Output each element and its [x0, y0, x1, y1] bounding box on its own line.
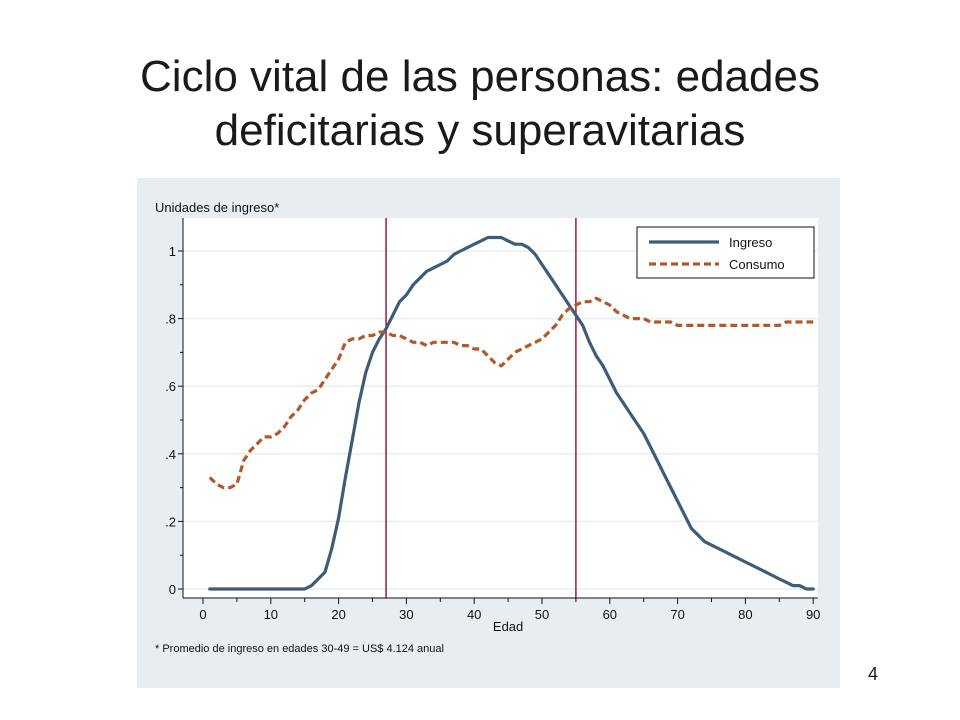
x-tick-label: 90 [806, 607, 820, 622]
slide-title: Ciclo vital de las personas: edades defi… [0, 50, 960, 158]
x-tick-label: 60 [603, 607, 617, 622]
x-tick-label: 20 [331, 607, 345, 622]
chart-footnote: * Promedio de ingreso en edades 30-49 = … [155, 643, 444, 655]
y-tick-label: .4 [165, 447, 176, 462]
legend-label-ingreso: Ingreso [729, 235, 772, 250]
series-line-ingreso [208, 235, 815, 591]
x-tick-label: 30 [399, 607, 413, 622]
y-tick-label: .2 [165, 514, 176, 529]
slide-title-line-1: Ciclo vital de las personas: edades [140, 52, 820, 101]
y-axis-title: Unidades de ingreso* [155, 200, 279, 215]
y-tick-label: 0 [169, 582, 176, 597]
legend-box [636, 226, 815, 279]
x-tick-label: 40 [467, 607, 481, 622]
x-tick-label: 50 [535, 607, 549, 622]
page-number: 4 [868, 664, 879, 684]
slide-title-line-2: deficitarias y superavitarias [214, 106, 746, 155]
y-tick-label: .6 [165, 379, 176, 394]
series-line-consumo [208, 296, 814, 490]
chart-panel: 0.2.4.6.8 1 0 10 20 30 40 50 60 70 80 90 Unidades de… [137, 178, 840, 688]
y-tick-label: 1 [169, 244, 176, 259]
x-tick-label: 0 [199, 607, 206, 622]
legend-label-consumo: Consumo [729, 257, 785, 272]
x-tick-label: 70 [670, 607, 684, 622]
x-axis-title: Edad [493, 619, 523, 634]
y-tick-label: .8 [165, 312, 176, 327]
x-tick-label: 80 [738, 607, 752, 622]
x-tick-label: 10 [264, 607, 278, 622]
plot-area [183, 218, 818, 598]
